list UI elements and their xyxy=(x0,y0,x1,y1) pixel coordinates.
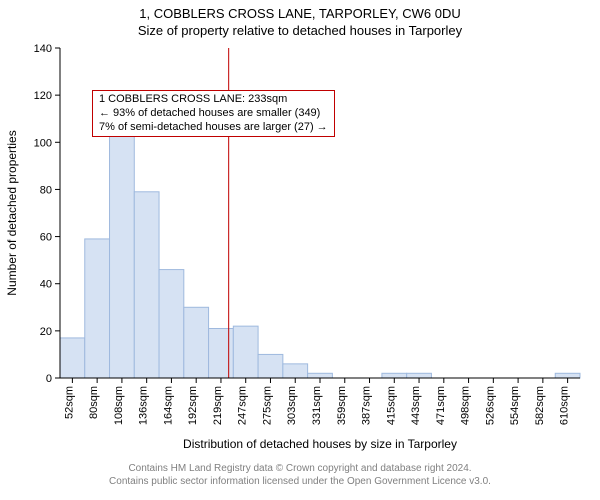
x-tick-label: 443sqm xyxy=(410,386,422,425)
title-main: 1, COBBLERS CROSS LANE, TARPORLEY, CW6 0… xyxy=(0,0,600,21)
bar xyxy=(159,270,184,378)
y-axis-label: Number of detached properties xyxy=(5,130,19,295)
y-tick-label: 140 xyxy=(34,43,52,55)
x-tick-label: 80sqm xyxy=(88,386,100,419)
bar xyxy=(258,354,283,378)
bar xyxy=(209,329,234,379)
y-tick-label: 20 xyxy=(40,326,52,338)
y-tick-label: 40 xyxy=(40,279,52,291)
bar xyxy=(382,373,407,378)
x-tick-label: 52sqm xyxy=(63,386,75,419)
x-tick-label: 610sqm xyxy=(559,386,571,425)
y-tick-label: 100 xyxy=(34,137,52,149)
annotation-box: 1 COBBLERS CROSS LANE: 233sqm ← 93% of d… xyxy=(92,90,335,137)
x-tick-label: 582sqm xyxy=(534,386,546,425)
y-tick-label: 0 xyxy=(46,373,52,385)
bar xyxy=(110,126,135,378)
footer: Contains HM Land Registry data © Crown c… xyxy=(0,458,600,488)
x-tick-label: 303sqm xyxy=(286,386,298,425)
bar xyxy=(184,307,209,378)
x-tick-label: 415sqm xyxy=(385,386,397,425)
x-tick-label: 331sqm xyxy=(311,386,323,425)
bar xyxy=(555,373,580,378)
x-tick-label: 164sqm xyxy=(162,386,174,425)
annotation-line-2: ← 93% of detached houses are smaller (34… xyxy=(99,107,328,121)
y-tick-label: 120 xyxy=(34,90,52,102)
x-tick-label: 247sqm xyxy=(237,386,249,425)
title-sub: Size of property relative to detached ho… xyxy=(0,21,600,38)
x-axis-label: Distribution of detached houses by size … xyxy=(183,437,457,451)
annotation-line-1: 1 COBBLERS CROSS LANE: 233sqm xyxy=(99,93,328,107)
x-tick-label: 108sqm xyxy=(113,386,125,425)
x-tick-label: 387sqm xyxy=(361,386,373,425)
footer-line-1: Contains HM Land Registry data © Crown c… xyxy=(0,462,600,475)
x-tick-label: 498sqm xyxy=(460,386,472,425)
bar xyxy=(407,373,432,378)
bar xyxy=(233,326,258,378)
bar xyxy=(308,373,333,378)
x-tick-label: 526sqm xyxy=(484,386,496,425)
chart-area: 0 20 40 60 80 100 120 140 52sqm 80sqm 108sqm 136sqm… xyxy=(0,38,600,458)
bar xyxy=(283,364,308,378)
y-tick-label: 80 xyxy=(40,184,52,196)
footer-line-2: Contains public sector information licen… xyxy=(0,475,600,488)
x-tick-label: 275sqm xyxy=(261,386,273,425)
x-tick-label: 554sqm xyxy=(509,386,521,425)
x-tick-label: 471sqm xyxy=(435,386,447,425)
x-tick-label: 219sqm xyxy=(212,386,224,425)
y-tick-label: 60 xyxy=(40,232,52,244)
bar xyxy=(60,338,85,378)
x-tick-label: 136sqm xyxy=(138,386,150,425)
bar xyxy=(134,192,159,378)
x-tick-label: 359sqm xyxy=(336,386,348,425)
bar xyxy=(85,239,110,378)
annotation-line-3: 7% of semi-detached houses are larger (2… xyxy=(99,121,328,135)
x-tick-label: 192sqm xyxy=(187,386,199,425)
